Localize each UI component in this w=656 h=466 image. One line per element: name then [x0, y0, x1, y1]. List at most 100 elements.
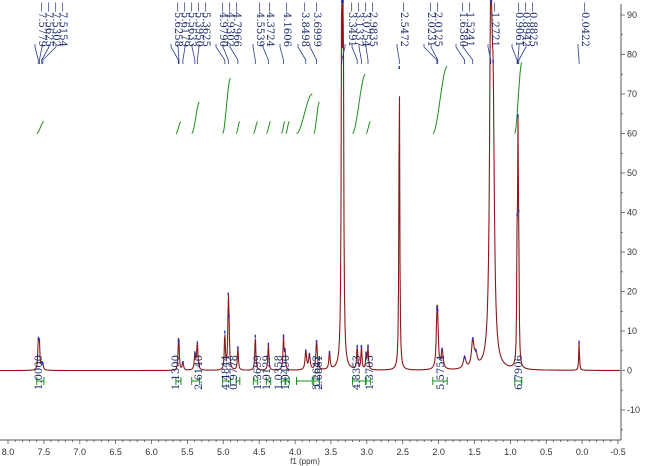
x-tick-label: 6.0 — [145, 447, 158, 457]
x-tick-label: 2.0 — [432, 447, 445, 457]
peak-label-leader — [423, 44, 438, 64]
integral-curve — [352, 73, 366, 134]
y-tick-label: 90 — [627, 10, 637, 20]
peak-label: —4.7966 — [231, 2, 242, 47]
y-tick-label: 80 — [627, 50, 637, 60]
peak-label: —4.9790 — [217, 2, 228, 47]
peak-label: —3.0754 — [360, 2, 371, 47]
peak-label: —5.3625 — [200, 2, 211, 47]
x-tick-label: 7.5 — [38, 447, 51, 457]
x-tick-label: 2.5 — [396, 447, 409, 457]
x-tick-label: 1.5 — [468, 447, 481, 457]
peak-label-leader — [462, 44, 474, 64]
integral-curve — [266, 121, 271, 134]
y-axis: 90 80 70 60 50 40 30 20 10 0 -10 — [620, 4, 640, 440]
peak-label: —5.6179 — [179, 2, 190, 47]
peak-label-leader — [396, 44, 400, 64]
x-tick-label: 5.0 — [217, 447, 230, 457]
integral-value-label: 1.0358 — [274, 355, 285, 390]
peak-label: —1.2721 — [489, 2, 500, 47]
integral-curves — [36, 62, 523, 134]
peak-label: —0.0422 — [579, 2, 590, 47]
peak-label: —2.5472 — [398, 2, 409, 47]
peak-label-leader — [455, 44, 465, 64]
x-tick-label: 8.0 — [2, 447, 15, 457]
peak-label-leader — [177, 44, 180, 64]
integral-curve — [514, 62, 523, 134]
y-tick-label: 30 — [627, 247, 637, 257]
y-tick-label: 10 — [627, 326, 637, 336]
x-tick-label: 5.5 — [181, 447, 194, 457]
peak-labels: —7.5779—7.5625—7.5302—7.5154 —5.6258—5.61… — [34, 2, 590, 64]
integral-value-label: 6.7906 — [514, 355, 525, 390]
peak-label-leader — [518, 44, 527, 64]
y-tick-label: 70 — [627, 89, 637, 99]
peak-label-leader — [358, 44, 362, 64]
peak-label: —7.5302 — [50, 2, 61, 47]
peak-label-leader — [191, 44, 196, 64]
peak-label: —3.3491 — [346, 2, 357, 47]
peak-label: —2.0231 — [425, 2, 436, 47]
integral-curve — [281, 121, 286, 134]
x-tick-label: 4.0 — [289, 447, 302, 457]
integral-curve — [235, 121, 241, 134]
peak-label: —4.3724 — [264, 2, 275, 47]
peak-label-leader — [430, 44, 439, 64]
peak-label: —3.1337 — [353, 2, 364, 47]
peak-label: —4.5539 — [254, 2, 265, 47]
integral-curve — [36, 121, 44, 134]
spectrum-trace — [0, 0, 620, 372]
peak-label-leader — [297, 44, 307, 64]
x-tick-label: 0.5 — [540, 447, 553, 457]
peak-label: —1.5241 — [464, 2, 475, 47]
peak-label: —7.5154 — [57, 2, 68, 47]
integral-curve — [191, 101, 200, 134]
integral-value-label: 3.2642 — [312, 355, 323, 390]
peak-label-leader — [351, 44, 358, 64]
y-tick-label: 50 — [627, 168, 637, 178]
peak-label-leader — [182, 44, 186, 64]
integral-value-label: 0.9778 — [229, 355, 240, 390]
peak-label-leader — [341, 44, 346, 64]
integral-value-label: 4.4844 — [221, 355, 232, 390]
peak-label-leader — [42, 44, 57, 64]
integral-curve — [253, 121, 258, 134]
peak-label-leader — [39, 44, 43, 64]
peak-label-leader — [196, 44, 200, 64]
peak-label-leader — [222, 44, 229, 64]
integral-curve — [432, 65, 448, 134]
peak-label: —4.1606 — [281, 2, 292, 47]
peak-label: —0.9061 — [513, 2, 524, 47]
integral-value-label: 2.6861 — [314, 355, 325, 390]
integral-value-label: 1.0000 — [34, 355, 45, 390]
peak-label-leader — [577, 44, 580, 64]
peak-label-leader — [34, 44, 39, 64]
peak-label: —3.6999 — [311, 2, 322, 47]
peak-label: —4.9302 — [224, 2, 235, 47]
integral-curve — [296, 93, 313, 134]
peak-label-leader — [229, 44, 239, 64]
x-axis: 8.0 7.5 7.0 6.5 6.0 5.5 5.0 4.5 4.0 3.5 3.0 2.5 2.0 1… — [0, 439, 626, 457]
integral-curve — [313, 101, 320, 134]
peak-label: —7.5625 — [43, 2, 54, 47]
x-tick-label: 0.0 — [576, 447, 589, 457]
x-tick-label: 6.5 — [109, 447, 122, 457]
y-tick-label: 40 — [627, 208, 637, 218]
peak-label-leader — [309, 44, 317, 64]
x-tick-label: 4.5 — [253, 447, 266, 457]
y-tick-label: 60 — [627, 129, 637, 139]
peak-label-leader — [41, 44, 50, 64]
integral-value-label: 1.1300 — [171, 355, 182, 390]
peak-label: —0.8825 — [527, 2, 538, 47]
integral-value-label: 1.0490 — [281, 355, 292, 390]
peak-label: —7.5779 — [36, 2, 47, 47]
peak-label: —5.6258 — [172, 2, 183, 47]
integral-value-label: 5.5754 — [436, 355, 447, 390]
peak-label: —2.0125 — [432, 2, 443, 47]
y-tick-label: 20 — [627, 287, 637, 297]
peak-label-leader — [252, 44, 256, 64]
peak-label-leader — [170, 44, 179, 64]
peak-label-leader — [215, 44, 226, 64]
